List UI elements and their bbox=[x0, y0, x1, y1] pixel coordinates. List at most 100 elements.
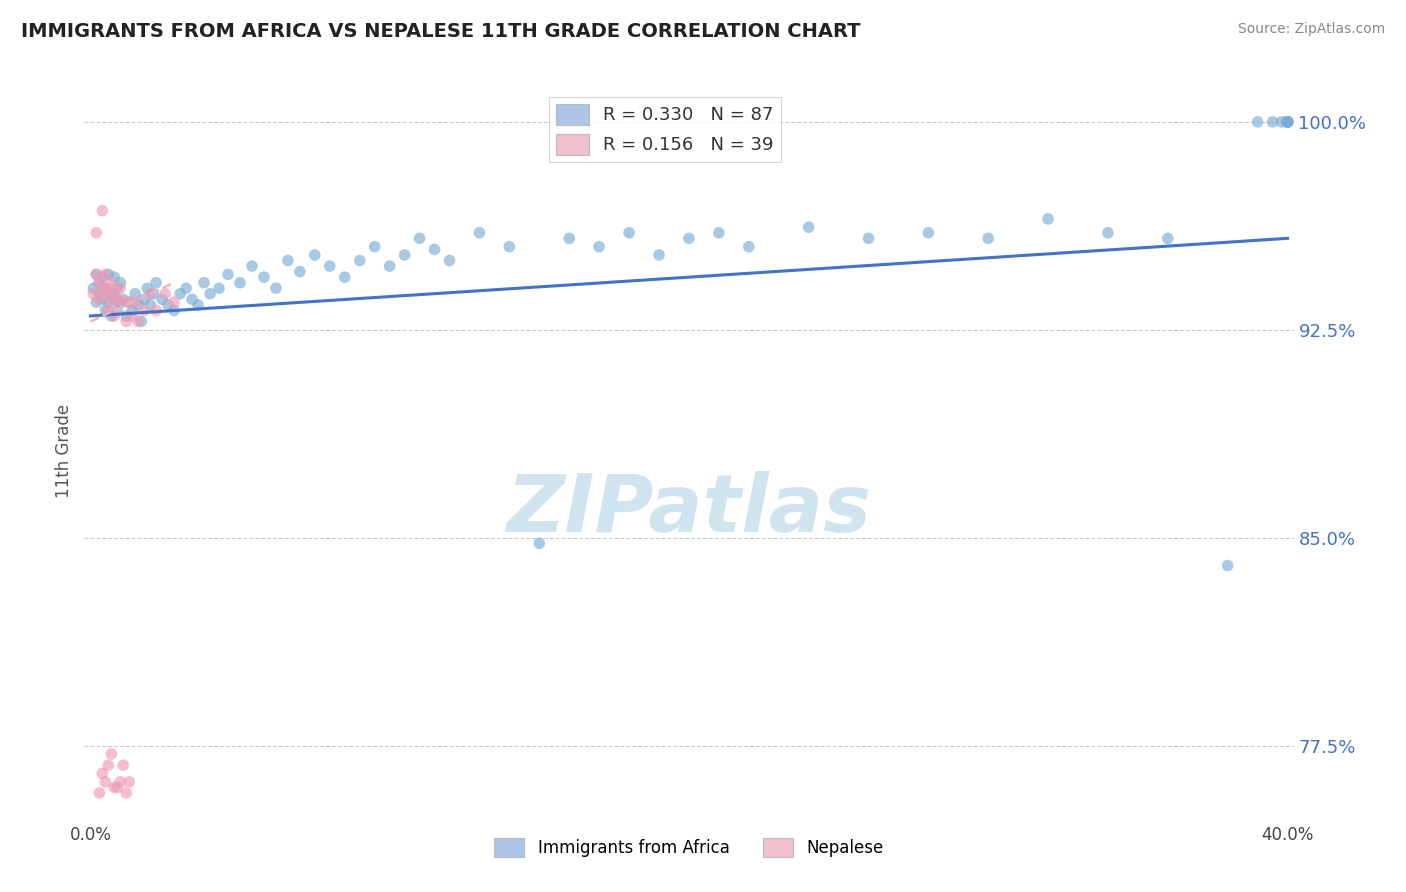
Point bbox=[139, 298, 162, 312]
Point bbox=[91, 281, 114, 295]
Point bbox=[134, 303, 156, 318]
Point bbox=[100, 295, 122, 310]
Point bbox=[115, 786, 138, 800]
Point bbox=[529, 536, 551, 550]
Point bbox=[129, 314, 152, 328]
Point bbox=[349, 253, 371, 268]
Point bbox=[94, 774, 117, 789]
Point bbox=[121, 303, 143, 318]
Point bbox=[1277, 115, 1299, 129]
Point bbox=[145, 303, 167, 318]
Point bbox=[89, 786, 111, 800]
Point bbox=[124, 295, 146, 310]
Point bbox=[1277, 115, 1299, 129]
Point bbox=[174, 281, 197, 295]
Point bbox=[112, 295, 135, 310]
Point bbox=[124, 286, 146, 301]
Point bbox=[558, 231, 581, 245]
Point bbox=[86, 268, 108, 282]
Point bbox=[110, 295, 132, 310]
Point bbox=[115, 314, 138, 328]
Y-axis label: 11th Grade: 11th Grade bbox=[55, 403, 73, 498]
Point bbox=[100, 747, 122, 761]
Point bbox=[86, 295, 108, 310]
Point bbox=[858, 231, 880, 245]
Point bbox=[94, 268, 117, 282]
Point bbox=[468, 226, 491, 240]
Point bbox=[121, 309, 143, 323]
Point bbox=[707, 226, 730, 240]
Point bbox=[97, 303, 120, 318]
Point bbox=[97, 758, 120, 772]
Point bbox=[1261, 115, 1284, 129]
Point bbox=[1277, 115, 1299, 129]
Point bbox=[86, 268, 108, 282]
Point bbox=[105, 293, 128, 307]
Point bbox=[105, 281, 128, 295]
Point bbox=[1277, 115, 1299, 129]
Point bbox=[103, 309, 125, 323]
Point bbox=[127, 314, 149, 328]
Point bbox=[112, 758, 135, 772]
Point bbox=[678, 231, 700, 245]
Point bbox=[94, 303, 117, 318]
Point bbox=[94, 281, 117, 295]
Point bbox=[118, 295, 141, 310]
Point bbox=[103, 293, 125, 307]
Point bbox=[977, 231, 1000, 245]
Point bbox=[115, 309, 138, 323]
Point bbox=[153, 286, 176, 301]
Text: ZIPatlas: ZIPatlas bbox=[506, 471, 872, 549]
Point bbox=[253, 270, 276, 285]
Point bbox=[110, 281, 132, 295]
Point bbox=[103, 780, 125, 795]
Point bbox=[439, 253, 461, 268]
Point bbox=[112, 293, 135, 307]
Point bbox=[1157, 231, 1180, 245]
Point bbox=[82, 281, 104, 295]
Point bbox=[648, 248, 671, 262]
Point bbox=[100, 309, 122, 323]
Point bbox=[423, 243, 446, 257]
Point bbox=[86, 226, 108, 240]
Point bbox=[217, 268, 239, 282]
Point bbox=[163, 295, 186, 310]
Point bbox=[498, 240, 520, 254]
Point bbox=[139, 286, 162, 301]
Point bbox=[127, 298, 149, 312]
Point bbox=[264, 281, 287, 295]
Point bbox=[110, 276, 132, 290]
Point bbox=[797, 220, 820, 235]
Point bbox=[1277, 115, 1299, 129]
Point bbox=[169, 286, 191, 301]
Point bbox=[588, 240, 610, 254]
Point bbox=[288, 264, 311, 278]
Point bbox=[105, 780, 128, 795]
Point bbox=[193, 276, 215, 290]
Point bbox=[134, 293, 156, 307]
Point bbox=[1036, 211, 1059, 226]
Point bbox=[1097, 226, 1119, 240]
Point bbox=[408, 231, 430, 245]
Point bbox=[118, 295, 141, 310]
Point bbox=[89, 293, 111, 307]
Point bbox=[1277, 115, 1299, 129]
Point bbox=[89, 276, 111, 290]
Point bbox=[163, 303, 186, 318]
Point bbox=[100, 286, 122, 301]
Point bbox=[1277, 115, 1299, 129]
Point bbox=[82, 286, 104, 301]
Point bbox=[145, 276, 167, 290]
Point bbox=[917, 226, 939, 240]
Legend: Immigrants from Africa, Nepalese: Immigrants from Africa, Nepalese bbox=[488, 831, 890, 864]
Point bbox=[110, 774, 132, 789]
Point bbox=[363, 240, 385, 254]
Point bbox=[97, 295, 120, 310]
Point bbox=[304, 248, 326, 262]
Point bbox=[378, 259, 401, 273]
Point bbox=[118, 774, 141, 789]
Point bbox=[91, 203, 114, 218]
Point bbox=[157, 298, 180, 312]
Text: Source: ZipAtlas.com: Source: ZipAtlas.com bbox=[1237, 22, 1385, 37]
Point bbox=[277, 253, 299, 268]
